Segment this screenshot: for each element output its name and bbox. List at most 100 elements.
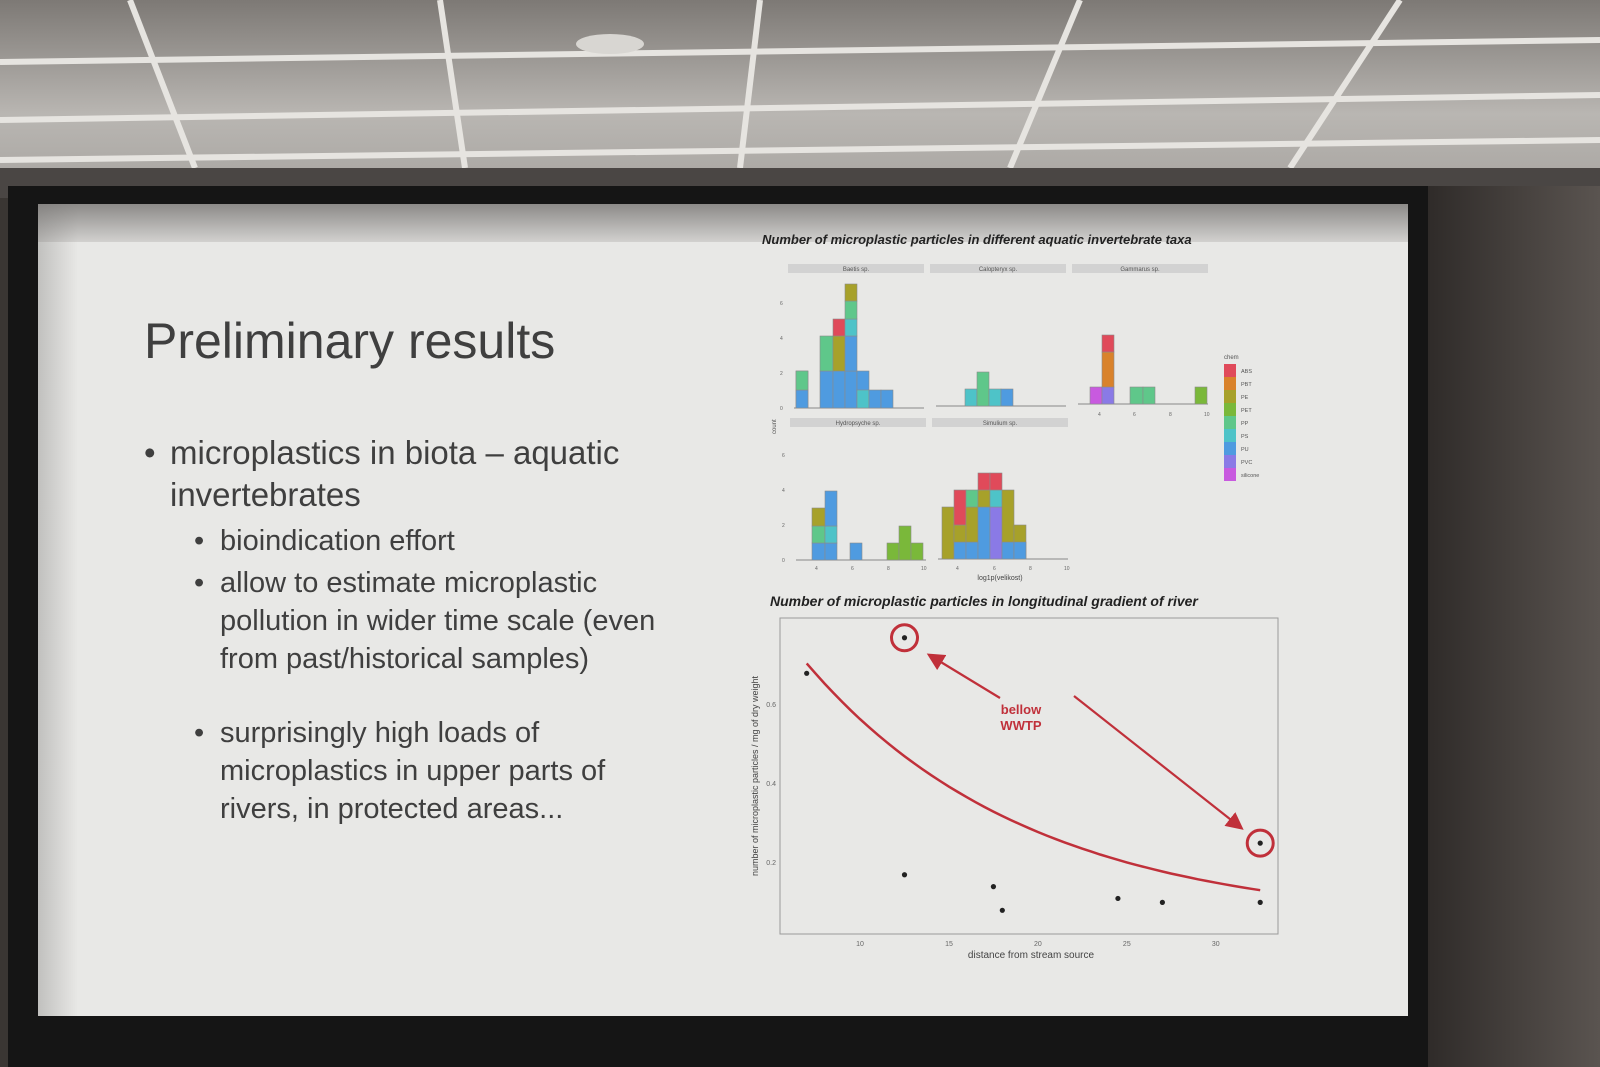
legend-label-silicone: silicone	[1241, 473, 1259, 479]
highlight-ring	[890, 623, 919, 653]
scatter-point	[999, 907, 1005, 913]
x-tick: 4	[1098, 412, 1101, 418]
annotation-label-line2: WWTP	[1000, 718, 1041, 733]
panel-label-baetis: Baetis sp.	[843, 267, 870, 273]
legend-label-ps: PS	[1241, 434, 1249, 440]
y-tick-label: 0.6	[766, 702, 776, 709]
scatter-point	[901, 872, 908, 878]
legend-label-pvc: PVC	[1241, 460, 1252, 466]
legend-swatch-ps	[1224, 429, 1236, 442]
x-tick: 4	[815, 566, 818, 572]
y-tick: 6	[782, 453, 785, 459]
bullet-bioindication: bioindication effort	[194, 522, 660, 560]
annotation-label: bellow	[1001, 702, 1042, 717]
bullet-time-scale: allow to estimate microplastic pollution…	[194, 564, 660, 678]
x-tick: 10	[921, 566, 927, 572]
y-tick: 6	[780, 301, 783, 307]
panel-label-simulium: Simulium sp.	[983, 421, 1018, 427]
legend-label-pe: PE	[1241, 395, 1249, 401]
legend-swatch-pbt	[1224, 377, 1236, 390]
histogram-ylabel: count	[772, 419, 778, 434]
scatter-ylabel: number of microplastic particles / mg of…	[750, 675, 760, 876]
x-tick: 4	[956, 566, 959, 572]
y-tick: 0	[780, 406, 783, 412]
x-tick: 10	[1064, 566, 1070, 572]
x-tick: 8	[1169, 412, 1172, 418]
x-tick-label: 20	[1034, 941, 1042, 948]
wall-right	[1428, 186, 1600, 1067]
calopteryx-bars	[964, 371, 1014, 407]
y-tick: 2	[782, 523, 785, 529]
highlight-ring	[1245, 828, 1275, 858]
x-tick-label: 10	[856, 941, 864, 948]
panel-label-hydropsyche: Hydropsyche sp.	[836, 421, 881, 427]
scatter-chart: number of microplastic particles / mg of…	[750, 617, 1279, 961]
y-tick-label: 0.2	[766, 860, 776, 867]
legend-swatch-abs	[1224, 364, 1236, 377]
hydropsyche-bars	[811, 490, 924, 561]
y-tick: 4	[780, 336, 783, 342]
legend-label-pu: PU	[1241, 447, 1249, 453]
bullet-high-loads: surprisingly high loads of microplastics…	[194, 714, 660, 828]
panel-strip	[932, 418, 1068, 427]
x-tick: 10	[1204, 412, 1210, 418]
scatter-point	[1257, 899, 1263, 905]
scatter-point	[990, 884, 997, 890]
x-tick-label: 30	[1212, 941, 1220, 948]
x-tick: 6	[993, 566, 996, 572]
scatter-point	[1159, 899, 1165, 905]
y-tick: 2	[780, 371, 783, 377]
slide-left-shade	[38, 204, 78, 1016]
histogram-title: Number of microplastic particles in diff…	[762, 232, 1192, 247]
panel-strip	[790, 418, 926, 427]
scatter-xlabel: distance from stream source	[968, 950, 1095, 961]
legend-swatch-pp	[1224, 416, 1236, 429]
plot-frame	[779, 617, 1279, 935]
histogram-xlabel: log1p(velikost)	[977, 575, 1022, 582]
ceiling	[0, 0, 1600, 190]
x-tick: 8	[887, 566, 890, 572]
legend-label-pbt: PBT	[1241, 382, 1252, 388]
arrow-to-lower-point	[1073, 695, 1244, 830]
slide: Preliminary results microplastics in bio…	[38, 204, 1408, 1016]
trend-curve	[805, 662, 1261, 892]
legend-swatch-pvc	[1224, 455, 1236, 468]
legend-label-pet: PET	[1241, 408, 1252, 414]
panel-strip	[1072, 264, 1208, 273]
scatter-point	[1115, 895, 1121, 902]
legend-swatch-pe	[1224, 390, 1236, 403]
y-tick: 0	[782, 558, 785, 564]
panel-label-gammarus: Gammarus sp.	[1120, 267, 1160, 273]
x-tick: 6	[1133, 412, 1136, 418]
baetis-bars	[795, 283, 894, 409]
arrow-to-upper-point	[926, 653, 1001, 699]
x-tick: 6	[851, 566, 854, 572]
gammarus-bars	[1089, 334, 1208, 405]
bullet-level1: microplastics in biota – aquatic inverte…	[144, 432, 690, 516]
legend-label-abs: ABS	[1241, 369, 1252, 375]
legend-swatch-silicone	[1224, 468, 1236, 481]
panel-label-calopteryx: Calopteryx sp.	[979, 267, 1018, 273]
legend-label-pp: PP	[1241, 421, 1249, 427]
ceiling-grid	[0, 0, 1600, 170]
ceiling-sensor	[576, 34, 644, 54]
x-tick-label: 15	[945, 941, 953, 948]
y-tick-label: 0.4	[766, 781, 776, 788]
x-tick-label: 25	[1123, 941, 1131, 948]
panel-strip	[788, 264, 924, 273]
histogram-chart: Baetis sp. Calopteryx sp. Gammarus sp. H…	[772, 264, 1259, 582]
legend: ABS PBT PE PET PP PS PU PVC silicone	[1224, 364, 1259, 481]
y-tick: 4	[782, 488, 785, 494]
scatter-point	[901, 635, 908, 641]
legend-swatch-pet	[1224, 403, 1236, 416]
panel-strip	[930, 264, 1066, 273]
slide-top-shade	[38, 204, 1408, 242]
slide-title: Preliminary results	[144, 313, 556, 369]
scatter-point	[1257, 840, 1263, 846]
simulium-bars	[941, 472, 1027, 560]
x-tick: 8	[1029, 566, 1032, 572]
scatter-point	[804, 670, 810, 676]
scatter-title: Number of microplastic particles in long…	[770, 593, 1198, 609]
legend-swatch-pu	[1224, 442, 1236, 455]
legend-title: chem	[1224, 355, 1239, 361]
